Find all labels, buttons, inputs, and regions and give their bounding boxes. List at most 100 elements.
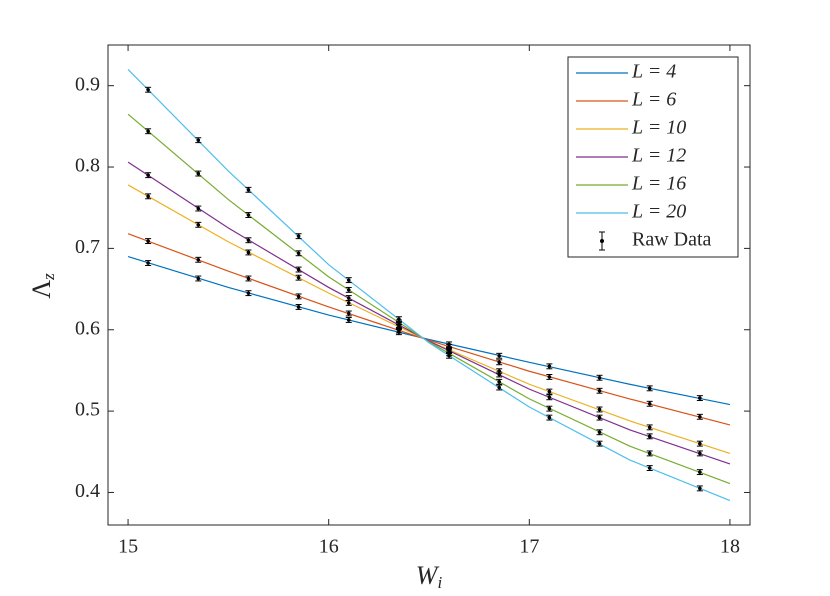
fit-line (127, 161, 731, 465)
raw-data-point (195, 205, 202, 212)
data-point (146, 87, 150, 92)
raw-data-point (596, 440, 603, 447)
legend-label: L = 6 (631, 89, 676, 111)
data-point (346, 311, 351, 316)
data-point (196, 206, 201, 211)
data-point (547, 395, 552, 400)
fit-line (127, 233, 731, 426)
data-point (647, 401, 652, 406)
data-point (296, 251, 301, 256)
raw-data-point (446, 352, 453, 359)
raw-data-point (496, 371, 503, 378)
data-point (597, 388, 602, 393)
data-point (296, 305, 301, 309)
raw-data-point (295, 274, 302, 281)
raw-data-point (496, 352, 503, 359)
data-point (346, 301, 351, 305)
raw-data-point (546, 405, 553, 412)
data-point (246, 250, 251, 255)
data-point (497, 380, 502, 384)
data-point (447, 353, 451, 358)
raw-data-point (696, 413, 703, 420)
y-tick-label: 0.8 (75, 155, 100, 177)
raw-data-point (345, 310, 352, 317)
data-point (597, 430, 602, 435)
y-tick-label: 0.4 (75, 480, 100, 502)
legend-label: L = 4 (631, 61, 676, 83)
raw-data-point (145, 238, 152, 245)
data-point (547, 375, 552, 379)
data-point (698, 441, 702, 446)
data-point (497, 385, 502, 390)
raw-data-point (596, 387, 603, 394)
raw-data-point (145, 193, 152, 200)
raw-data-point (696, 450, 703, 457)
data-point (246, 276, 251, 281)
raw-data-point (195, 275, 202, 282)
data-point (698, 414, 702, 419)
data-point (698, 451, 702, 456)
raw-data-point (596, 429, 603, 436)
fit-line (127, 68, 731, 502)
data-point (647, 466, 652, 470)
raw-data-point (696, 469, 703, 476)
data-point (296, 234, 301, 238)
raw-data-point (145, 86, 152, 93)
raw-data-point (295, 233, 302, 240)
data-point (647, 434, 652, 439)
raw-data-point (546, 388, 553, 395)
raw-data-point (496, 378, 503, 385)
raw-data-point (195, 137, 202, 144)
raw-data-point (345, 277, 352, 284)
legend-label: L = 12 (631, 145, 686, 167)
raw-data-point (696, 485, 703, 492)
raw-data-point (646, 424, 653, 431)
data-point (597, 407, 602, 412)
raw-data-point (496, 359, 503, 366)
x-axis-label: Wi (416, 561, 443, 592)
raw-data-point (245, 275, 252, 282)
data-point (597, 441, 602, 446)
legend-label: Raw Data (632, 229, 712, 251)
raw-data-point (345, 295, 352, 301)
x-label-base: W (416, 561, 440, 590)
data-point (246, 238, 251, 243)
data-point (246, 213, 251, 217)
raw-data-point (295, 293, 302, 300)
data-point (196, 257, 201, 262)
raw-data-point (245, 249, 252, 256)
data-point (597, 415, 602, 420)
data-point (296, 294, 301, 299)
y-label-sub: z (39, 273, 58, 281)
legend-label: L = 10 (631, 117, 686, 139)
data-point (146, 261, 150, 265)
raw-data-point (546, 414, 553, 421)
raw-data-point (245, 290, 252, 297)
data-point (497, 372, 502, 377)
legend-swatch (600, 239, 604, 243)
raw-data-point (245, 186, 252, 193)
data-point (346, 318, 351, 322)
raw-data-point (395, 316, 402, 323)
raw-data-point (195, 256, 202, 263)
y-tick-label: 0.7 (75, 236, 100, 258)
data-point (196, 138, 201, 142)
raw-data-point (646, 385, 653, 392)
raw-data-point (646, 400, 653, 407)
raw-data-point (145, 260, 152, 266)
data-point (296, 275, 301, 280)
data-point (346, 296, 351, 300)
data-point (698, 486, 702, 491)
raw-data-point (295, 266, 302, 273)
raw-data-point (546, 363, 553, 370)
data-point (547, 415, 552, 420)
data-point (647, 451, 652, 456)
y-tick-label: 0.6 (75, 317, 100, 339)
raw-data-point (696, 395, 703, 402)
raw-data-point (295, 304, 302, 310)
raw-data-point (345, 286, 352, 293)
raw-data-point (546, 373, 553, 380)
data-point (547, 389, 552, 394)
